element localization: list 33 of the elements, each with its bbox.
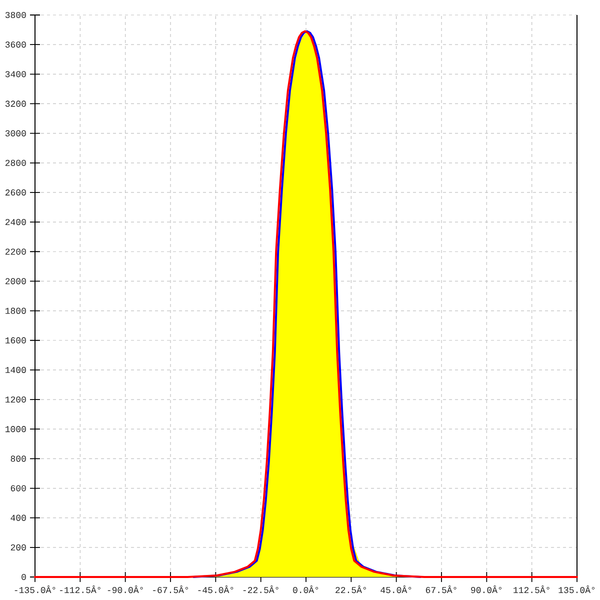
x-tick-label: 67.5Â°: [426, 586, 456, 594]
x-tick-label: 45.0Â°: [380, 586, 412, 594]
y-tick-label: 200: [10, 544, 26, 550]
y-tick-label: 2200: [5, 248, 26, 255]
y-tick-label: 3600: [5, 42, 26, 48]
y-tick-label: 1000: [6, 426, 26, 432]
x-tick-label: -67.5Â°: [153, 586, 188, 594]
y-tick-label: 1600: [6, 337, 26, 344]
x-tick-label: 90.0Â°: [471, 586, 502, 594]
y-tick-label: 3200: [5, 100, 26, 107]
x-tick-label: 0.0Â°: [293, 586, 318, 594]
y-tick-label: 2800: [5, 160, 26, 166]
y-tick-label: 1800: [6, 308, 26, 314]
x-tick-label: -45.0Â°: [198, 586, 234, 594]
y-tick-label: 3800: [5, 12, 26, 18]
x-tick-label: 112.5Â°: [514, 586, 550, 594]
y-tick-label: 1400: [6, 366, 26, 374]
x-tick-label: -90.0Â°: [108, 586, 143, 594]
y-tick-label: 3400: [5, 71, 26, 78]
x-tick-label: 22.5Â°: [336, 586, 366, 594]
y-tick-label: 600: [10, 485, 26, 492]
y-tick-label: 1200: [6, 396, 26, 403]
y-tick-label: 0: [22, 574, 26, 580]
y-tick-label: 2600: [5, 189, 26, 196]
y-tick-label: 400: [10, 514, 26, 521]
x-tick-label: -112.5Â°: [60, 586, 100, 594]
y-tick-label: 3000: [5, 130, 26, 136]
x-tick-label: -22.5Â°: [243, 586, 278, 594]
y-tick-label: 800: [10, 456, 26, 462]
y-tick-label: 2000: [5, 278, 26, 284]
x-tick-label: 135.0Â°: [558, 586, 594, 594]
y-tick-label: 2400: [5, 218, 26, 226]
x-tick-label: -135.0Â°: [14, 586, 56, 594]
